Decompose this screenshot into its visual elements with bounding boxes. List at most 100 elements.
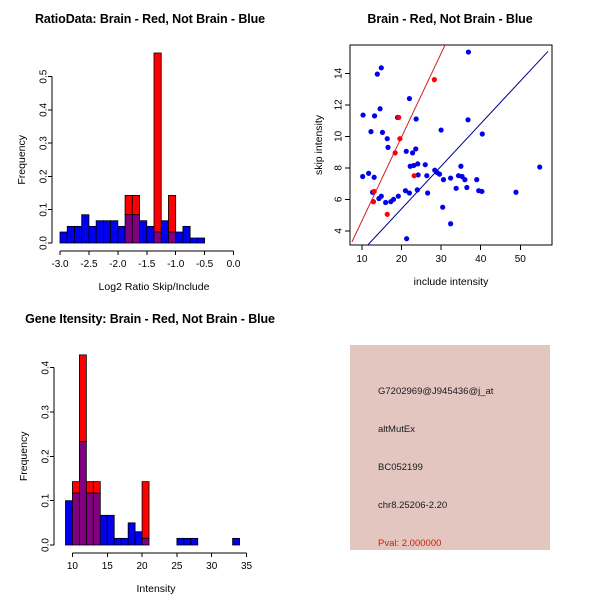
y-tick-label: 0.1 — [39, 202, 50, 216]
histogram-bar-not-brain — [66, 225, 75, 244]
ratio-histogram-plot: 0.0 0.1 0.2 0.3 0.4 0.5 -3.0 -2.5 -2.0 -1.5 -1.0 -0… — [16, 52, 241, 293]
y-tick-label: 8 — [334, 165, 345, 171]
info-probe-id: G7202969@J945436@j_at — [378, 386, 494, 397]
scatter-point-not-brain — [403, 148, 409, 154]
histogram-bar-not-brain — [59, 231, 68, 244]
scatter-point-not-brain — [438, 127, 444, 133]
ratio-histogram-title: RatioData: Brain - Red, Not Brain - Blue — [34, 12, 266, 26]
histogram-bar-not-brain — [176, 537, 185, 546]
y-tick-label: 0.3 — [41, 405, 52, 419]
scatter-point-not-brain — [436, 171, 443, 177]
scatter-point-not-brain — [479, 188, 485, 195]
x-axis-title: include intensity — [414, 276, 489, 288]
histogram-bar-not-brain — [99, 514, 108, 546]
histogram-bar-not-brain — [88, 225, 97, 244]
scatter-point-brain — [392, 150, 398, 156]
scatter-point-not-brain — [379, 129, 386, 136]
x-tick-label: 10 — [356, 254, 368, 265]
scatter-point-brain — [384, 211, 390, 217]
y-tick-label: 0.2 — [39, 169, 50, 183]
histogram-bar-not-brain — [120, 537, 129, 546]
scatter-point-not-brain — [415, 172, 421, 178]
x-tick-label: 35 — [241, 561, 253, 572]
gene-histogram-title: Gene Itensity: Brain - Red, Not Brain - … — [25, 312, 275, 326]
histogram-bar-brain — [79, 354, 87, 443]
x-axis-title: Intensity — [136, 583, 176, 595]
histogram-bar-not-brain — [110, 220, 119, 244]
x-tick-label: 20 — [396, 254, 408, 265]
y-axis-title: skip intensity — [313, 114, 325, 175]
scatter-point-not-brain — [390, 196, 397, 202]
scatter-point-not-brain — [479, 131, 485, 137]
scatter-point-not-brain — [360, 173, 366, 180]
scatter-point-not-brain — [440, 204, 446, 210]
histogram-bar-not-brain — [232, 537, 240, 546]
gene-info-panel: G7202969@J945436@j_at altMutEx BC052199 … — [300, 300, 600, 600]
x-tick-label: -1.0 — [167, 259, 185, 270]
scatter-point-not-brain — [377, 106, 383, 112]
scatter-point-not-brain — [407, 163, 413, 169]
scatter-point-not-brain — [465, 117, 471, 123]
y-tick-label: 4 — [334, 228, 345, 234]
scatter-point-brain — [396, 114, 402, 121]
scatter-point-not-brain — [513, 189, 519, 195]
scatter-point-brain — [431, 77, 437, 83]
scatter-point-not-brain — [422, 162, 428, 168]
scatter-point-not-brain — [465, 49, 472, 55]
histogram-bar-brain — [92, 481, 101, 494]
histogram-bar-not-brain — [146, 225, 155, 244]
y-tick-label: 0.0 — [41, 538, 52, 552]
scatter-point-not-brain — [462, 177, 468, 183]
info-event-type: altMutEx — [378, 424, 415, 435]
scatter-point-not-brain — [415, 161, 421, 167]
histogram-bar-not-brain — [134, 531, 143, 546]
scatter-point-not-brain — [453, 185, 459, 191]
scatter-point-not-brain — [458, 163, 464, 169]
scatter-point-not-brain — [402, 188, 409, 194]
x-tick-label: -3.0 — [51, 259, 69, 270]
scatter-point-not-brain — [424, 173, 430, 179]
y-axis-title: Frequency — [18, 431, 30, 481]
y-tick-label: 0.1 — [41, 493, 52, 507]
x-tick-label: 50 — [515, 254, 527, 265]
x-tick-label: 40 — [475, 254, 487, 265]
x-tick-label: 10 — [67, 561, 79, 572]
y-tick-label: 0.4 — [41, 360, 52, 374]
x-tick-label: -2.0 — [109, 259, 127, 270]
y-tick-label: 0.3 — [39, 136, 50, 150]
x-tick-label: -1.5 — [138, 259, 156, 270]
histogram-bar-not-brain — [160, 220, 169, 244]
histogram-bar-brain — [153, 52, 162, 233]
scatter-point-brain — [411, 173, 417, 179]
histogram-bar-not-brain — [182, 225, 191, 244]
scatter-point-not-brain — [448, 221, 454, 227]
scatter-point-not-brain — [406, 95, 413, 102]
y-tick-label: 0.5 — [39, 69, 50, 83]
info-accession: BC052199 — [378, 462, 423, 473]
y-tick-label: 0.4 — [39, 103, 50, 117]
scatter-point-not-brain — [360, 112, 366, 118]
histogram-bar-brain — [72, 481, 80, 494]
y-tick-label: 14 — [334, 67, 345, 79]
scatter-plot: 4 6 8 10 12 14 10 20 30 40 50 include intensity skip… — [313, 44, 553, 288]
histogram-bar-not-brain — [183, 537, 192, 546]
scatter-content — [351, 45, 549, 245]
x-tick-label: 30 — [436, 254, 448, 265]
histogram-bar-overlap — [131, 214, 140, 244]
scatter-point-not-brain — [378, 193, 384, 199]
notbrain-regression-line — [367, 50, 549, 245]
histogram-bar-not-brain — [102, 220, 112, 244]
scatter-point-not-brain — [384, 136, 390, 142]
scatter-point-not-brain — [371, 113, 378, 119]
brain-regression-line — [351, 45, 446, 243]
x-tick-label: 30 — [206, 561, 218, 572]
ratio-histogram-panel: RatioData: Brain - Red, Not Brain - Blue… — [0, 0, 300, 300]
y-tick-label: 12 — [334, 99, 345, 111]
histogram-bar-overlap — [85, 492, 94, 546]
scatter-point-not-brain — [395, 193, 401, 199]
scatter-point-not-brain — [413, 146, 419, 152]
scatter-point-not-brain — [464, 184, 470, 191]
histogram-bar-not-brain — [190, 537, 199, 546]
histogram-bar-brain — [124, 195, 133, 216]
histogram-bar-overlap — [92, 492, 101, 546]
